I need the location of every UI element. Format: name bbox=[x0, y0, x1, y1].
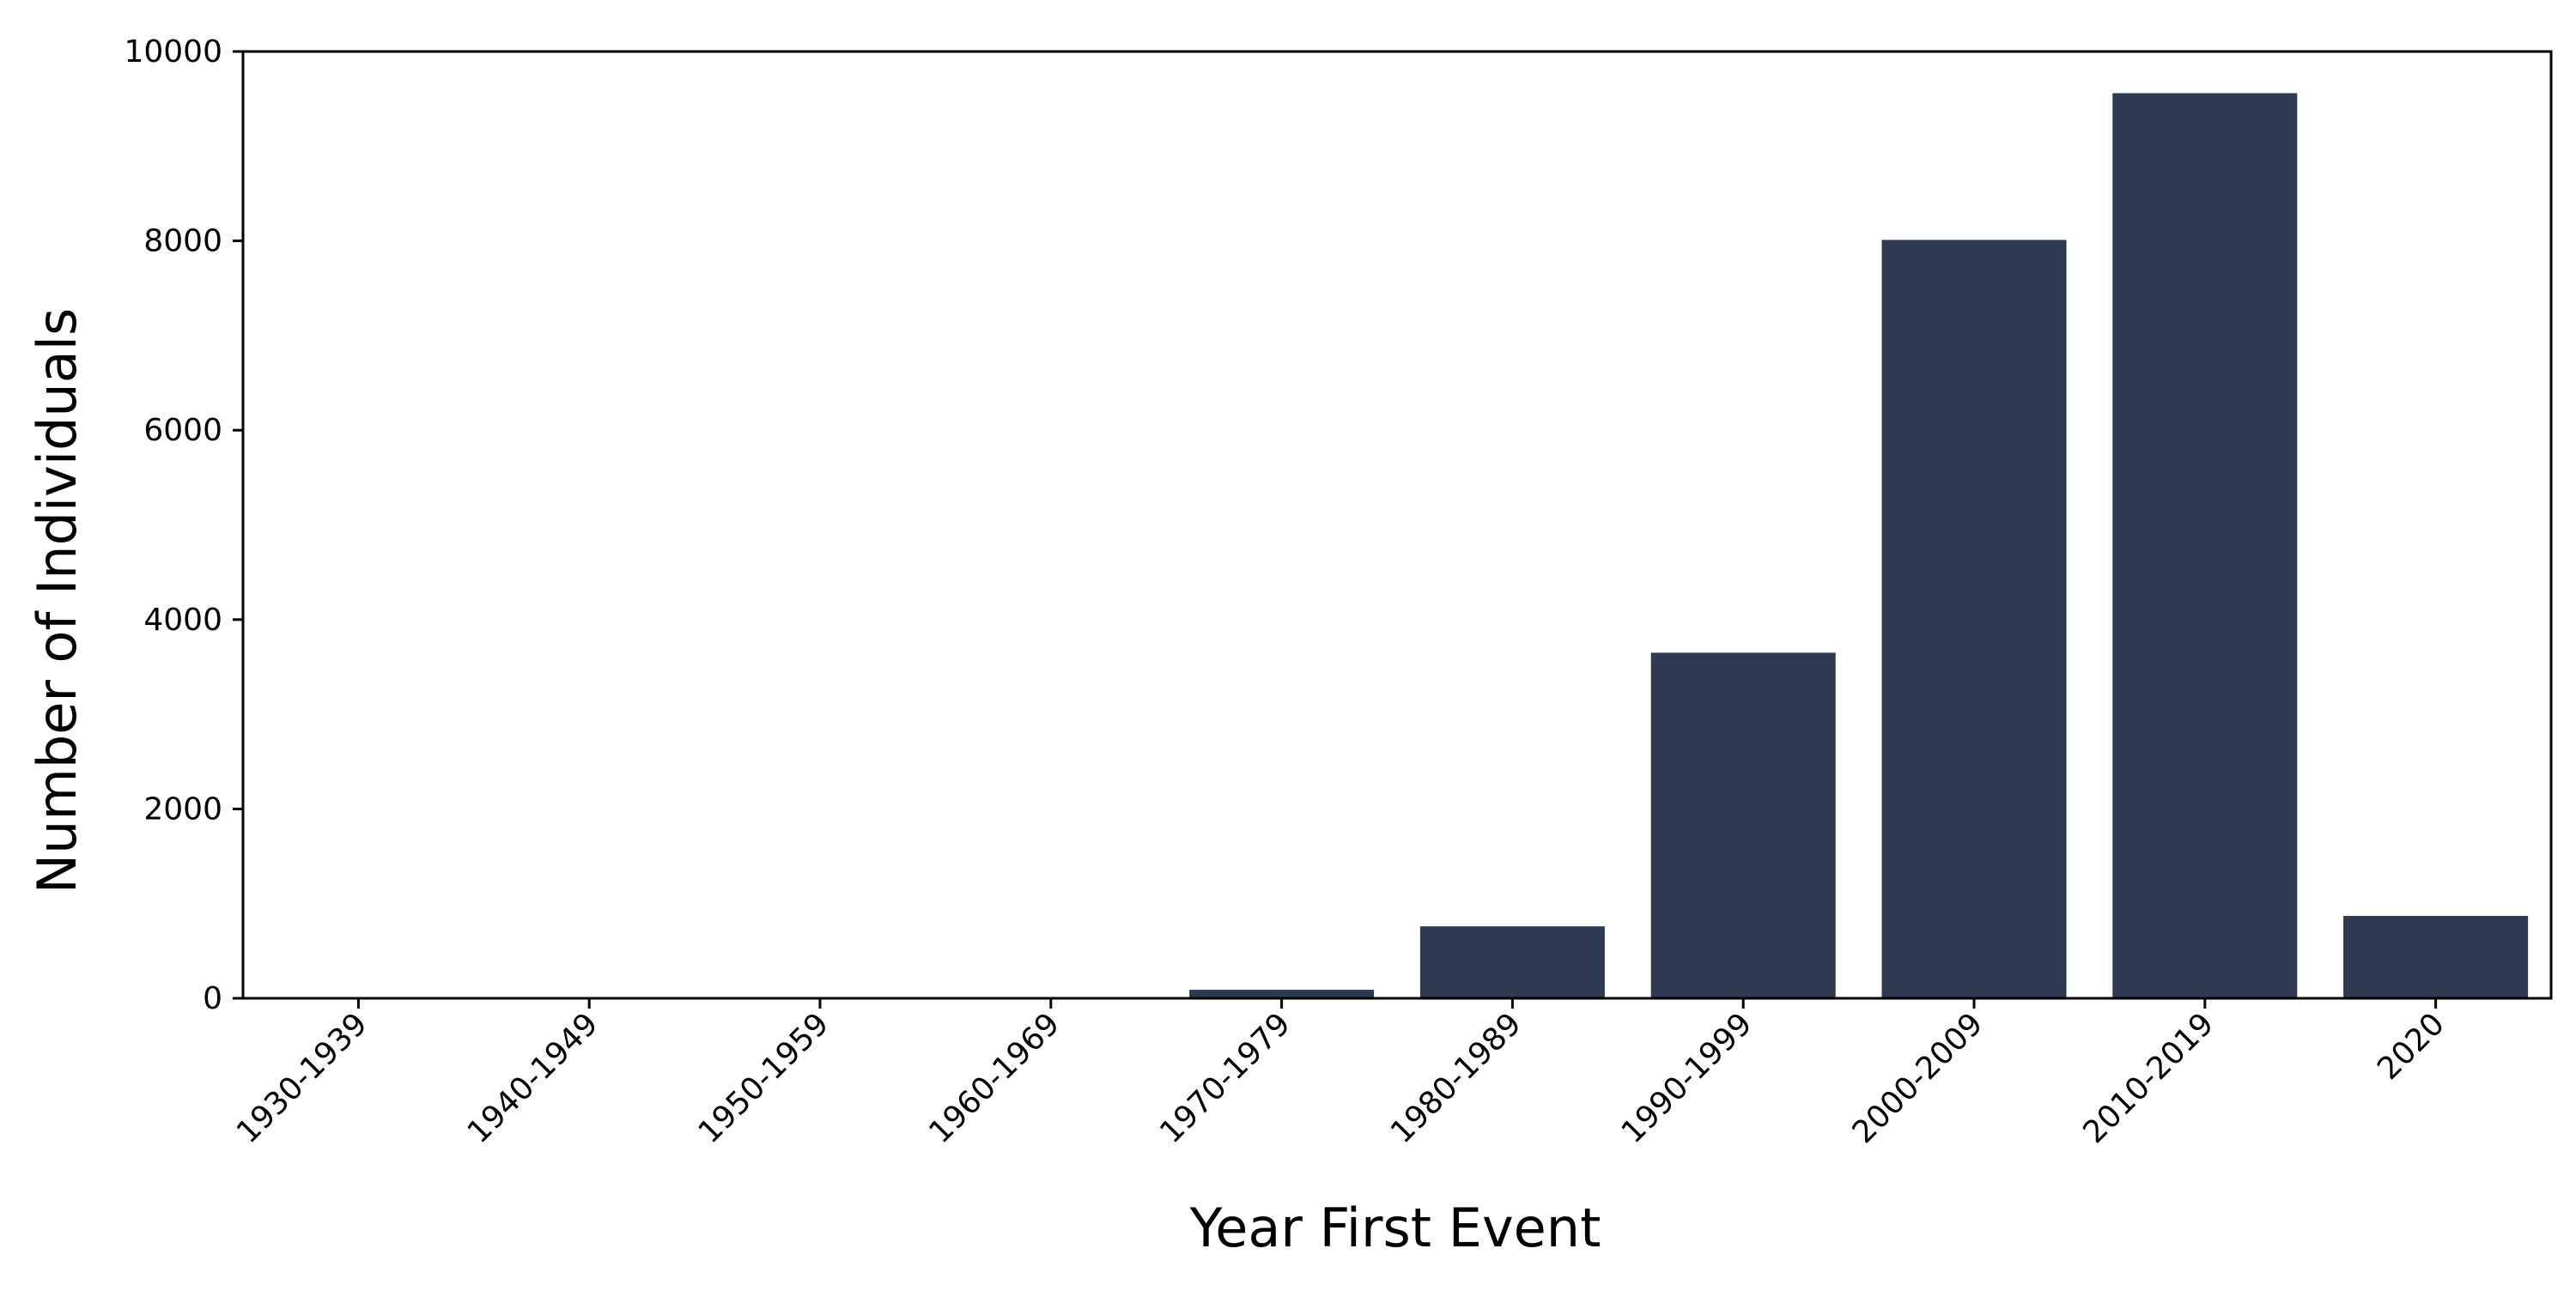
y-tick-label: 6000 bbox=[143, 413, 222, 448]
x-tick-label: 2010-2019 bbox=[2076, 1006, 2221, 1150]
bar-1990-1999 bbox=[1651, 652, 1836, 998]
bar-2020 bbox=[2343, 916, 2528, 998]
x-tick-label: 1970-1979 bbox=[1153, 1006, 1297, 1150]
x-tick-label: 1930-1939 bbox=[230, 1006, 374, 1150]
x-tick-label: 1940-1949 bbox=[461, 1006, 605, 1150]
x-tick-label: 1980-1989 bbox=[1384, 1006, 1528, 1150]
bar-1980-1989 bbox=[1420, 926, 1605, 998]
y-tick-label: 2000 bbox=[143, 791, 222, 827]
y-tick-label: 10000 bbox=[124, 34, 222, 70]
x-tick-label: 1950-1959 bbox=[692, 1006, 836, 1150]
y-tick-label: 4000 bbox=[143, 603, 222, 638]
x-tick-label: 1960-1969 bbox=[922, 1006, 1066, 1150]
y-axis-title: Number of Individuals bbox=[26, 308, 88, 894]
x-tick-label: 2000-2009 bbox=[1846, 1006, 1990, 1150]
bar-2010-2019 bbox=[2112, 94, 2297, 998]
bars-group bbox=[266, 94, 2528, 998]
y-tick-label: 8000 bbox=[143, 224, 222, 259]
x-tick-label: 2020 bbox=[2371, 1006, 2451, 1087]
labels-group: 0 2000 4000 6000 8000 10000 1930-1939 1940-1949… bbox=[124, 34, 2451, 1150]
bar-2000-2009 bbox=[1881, 239, 2066, 998]
x-axis-title: Year First Event bbox=[1189, 1197, 1601, 1259]
y-tick-label: 0 bbox=[203, 981, 222, 1016]
x-tick-label: 1990-1999 bbox=[1615, 1006, 1759, 1150]
